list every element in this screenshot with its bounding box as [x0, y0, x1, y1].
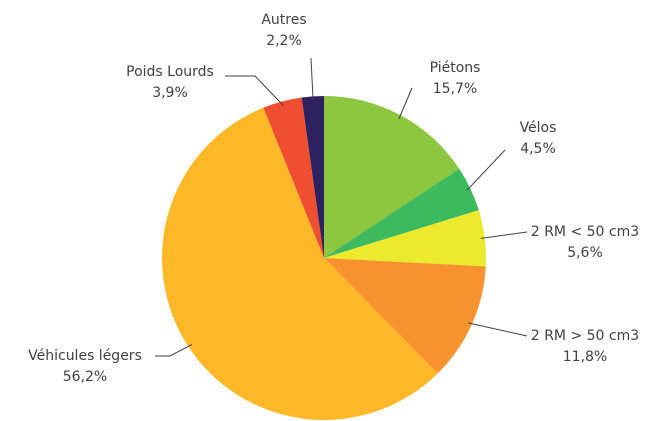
- leader-line: [310, 57, 314, 101]
- slice-label: Piétons: [430, 60, 481, 76]
- leader-line: [225, 75, 284, 106]
- slice-value-label: 3,9%: [152, 85, 188, 101]
- slice-value-label: 15,7%: [433, 81, 477, 97]
- pie-slice: [301, 96, 324, 258]
- slice-value-label: 4,5%: [520, 141, 556, 157]
- slice-value-label: 5,6%: [567, 245, 603, 261]
- slice-label: 2 RM > 50 cm3: [531, 328, 639, 344]
- pie-slice: [324, 258, 486, 374]
- slice-label: Vélos: [520, 120, 557, 136]
- leader-line: [480, 231, 528, 239]
- leader-line: [398, 87, 413, 120]
- leader-line: [466, 149, 506, 191]
- slice-label: 2 RM < 50 cm3: [531, 224, 639, 240]
- leader-line: [467, 322, 528, 337]
- slice-label: Poids Lourds: [126, 64, 214, 80]
- slice-label: Autres: [261, 12, 306, 28]
- pie-slice: [324, 210, 486, 267]
- pie-slice: [324, 168, 479, 258]
- slice-value-label: 11,8%: [563, 349, 607, 365]
- pie-slice: [162, 107, 438, 420]
- slice-value-label: 2,2%: [266, 33, 302, 49]
- slice-label: Véhicules légers: [28, 348, 142, 364]
- pie-slice: [324, 96, 460, 258]
- leader-line: [155, 344, 193, 357]
- pie-slice: [263, 97, 324, 258]
- slice-value-label: 56,2%: [63, 369, 107, 385]
